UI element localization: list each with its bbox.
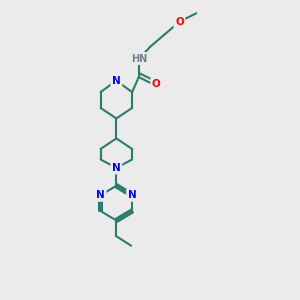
- Text: N: N: [96, 190, 105, 200]
- Text: N: N: [112, 76, 121, 85]
- Text: HN: HN: [131, 53, 148, 64]
- Text: O: O: [175, 17, 184, 27]
- Text: N: N: [128, 190, 136, 200]
- Text: O: O: [152, 79, 161, 89]
- Text: N: N: [112, 163, 121, 173]
